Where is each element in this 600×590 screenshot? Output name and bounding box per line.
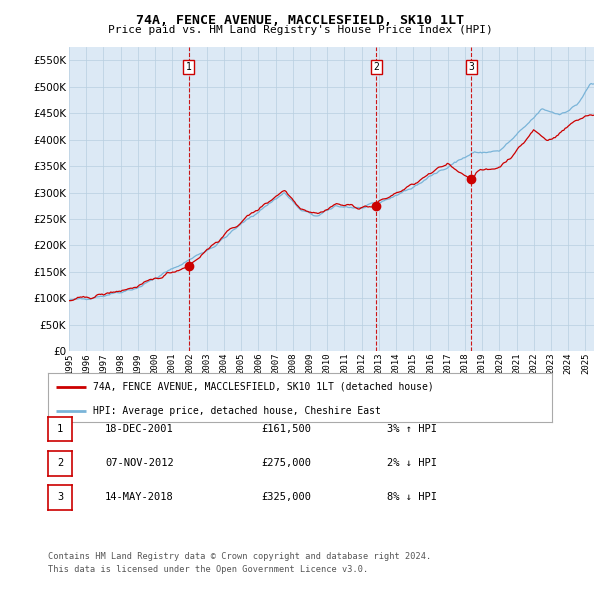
Text: 3: 3 [469, 62, 474, 72]
Text: HPI: Average price, detached house, Cheshire East: HPI: Average price, detached house, Ches… [94, 406, 381, 416]
Text: 1: 1 [57, 424, 63, 434]
Text: 2% ↓ HPI: 2% ↓ HPI [387, 458, 437, 468]
Text: 07-NOV-2012: 07-NOV-2012 [105, 458, 174, 468]
Text: Contains HM Land Registry data © Crown copyright and database right 2024.: Contains HM Land Registry data © Crown c… [48, 552, 431, 560]
Text: Price paid vs. HM Land Registry's House Price Index (HPI): Price paid vs. HM Land Registry's House … [107, 25, 493, 35]
Text: 18-DEC-2001: 18-DEC-2001 [105, 424, 174, 434]
Text: 3% ↑ HPI: 3% ↑ HPI [387, 424, 437, 434]
Text: 2: 2 [373, 62, 379, 72]
Text: 8% ↓ HPI: 8% ↓ HPI [387, 493, 437, 502]
Text: 74A, FENCE AVENUE, MACCLESFIELD, SK10 1LT (detached house): 74A, FENCE AVENUE, MACCLESFIELD, SK10 1L… [94, 382, 434, 392]
Text: 14-MAY-2018: 14-MAY-2018 [105, 493, 174, 502]
Text: 74A, FENCE AVENUE, MACCLESFIELD, SK10 1LT: 74A, FENCE AVENUE, MACCLESFIELD, SK10 1L… [136, 14, 464, 27]
Text: £161,500: £161,500 [261, 424, 311, 434]
Text: £325,000: £325,000 [261, 493, 311, 502]
Text: This data is licensed under the Open Government Licence v3.0.: This data is licensed under the Open Gov… [48, 565, 368, 573]
Text: 3: 3 [57, 493, 63, 502]
Text: £275,000: £275,000 [261, 458, 311, 468]
Text: 2: 2 [57, 458, 63, 468]
Text: 1: 1 [186, 62, 192, 72]
